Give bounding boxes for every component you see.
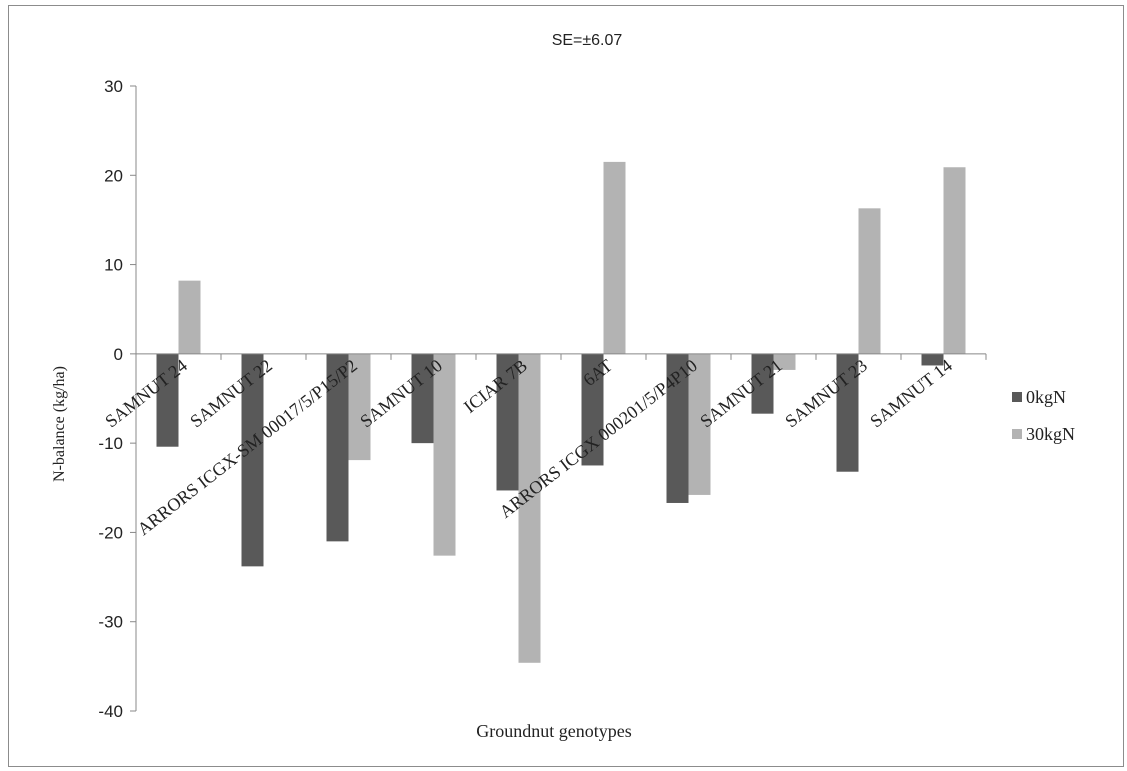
- y-tick-label: -30: [98, 613, 123, 632]
- bar-30kgn-7: [688, 353, 711, 495]
- y-tick-label: -10: [98, 434, 123, 453]
- x-axis: [135, 353, 987, 360]
- bar-0kgn-3: [326, 353, 349, 542]
- bar-30kgn-10: [943, 167, 966, 354]
- bar-30kgn-8: [773, 353, 796, 370]
- legend-swatch-0kgn: [1012, 392, 1022, 402]
- chart-frame: SE=±6.07 -40 -30 -20 -10 0 10 20 30 SAMNUT 24 SA…: [8, 5, 1124, 767]
- y-tick-label: 10: [104, 256, 123, 275]
- y-tick-label: -20: [98, 523, 123, 542]
- y-tick-label: -40: [98, 702, 123, 721]
- legend: 0kgN 30kgN: [1012, 387, 1075, 444]
- category-label: SAMNUT 14: [866, 355, 956, 431]
- bar-0kgn-5: [496, 353, 519, 491]
- bar-0kgn-4: [411, 353, 434, 444]
- y-axis-label: N-balance (kg/ha): [51, 366, 68, 482]
- y-tick-label: 30: [104, 77, 123, 96]
- bar-30kgn-5: [518, 353, 541, 663]
- legend-swatch-30kgn: [1012, 429, 1022, 439]
- bar-0kgn-1: [156, 353, 179, 447]
- bar-30kgn-9: [858, 208, 881, 354]
- bar-0kgn-9: [836, 353, 859, 472]
- legend-label-0kgn: 0kgN: [1026, 387, 1066, 407]
- bar-0kgn-8: [751, 353, 774, 414]
- bar-0kgn-6: [581, 353, 604, 466]
- bar-30kgn-4: [433, 353, 456, 556]
- bar-30kgn-6: [603, 161, 626, 354]
- y-axis: -40 -30 -20 -10 0 10 20 30: [98, 77, 137, 721]
- bar-30kgn-1: [178, 280, 201, 354]
- chart-title: SE=±6.07: [552, 32, 623, 49]
- y-tick-label: 20: [104, 166, 123, 185]
- x-axis-label: Groundnut genotypes: [476, 721, 631, 741]
- bars: [156, 161, 966, 663]
- bar-0kgn-10: [921, 353, 944, 366]
- bar-30kgn-3: [348, 353, 371, 461]
- bar-0kgn-7: [666, 353, 689, 503]
- y-tick-label: 0: [114, 345, 123, 364]
- bar-0kgn-2: [241, 353, 264, 567]
- legend-label-30kgn: 30kgN: [1026, 424, 1075, 444]
